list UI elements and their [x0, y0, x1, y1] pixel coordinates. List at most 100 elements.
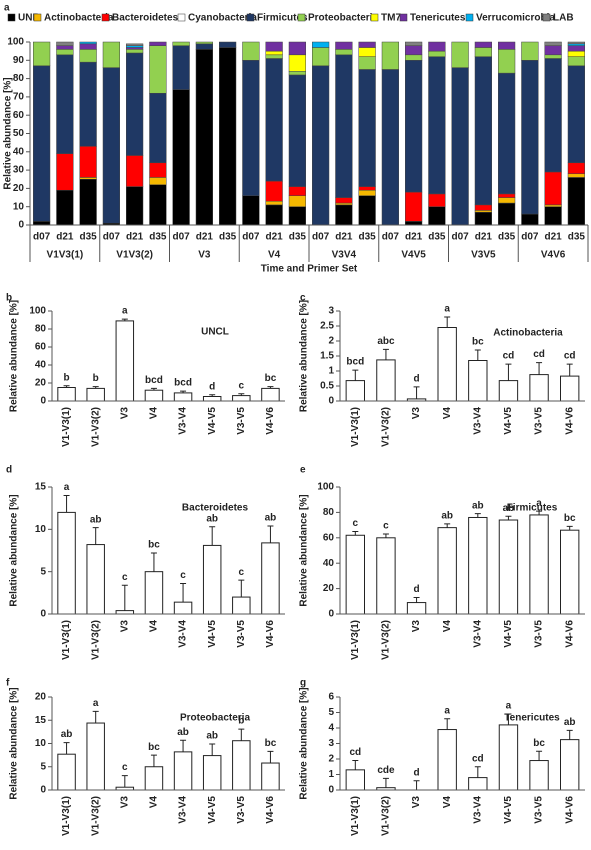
bar-segment	[102, 67, 120, 224]
x-tick-label: V4-V6	[564, 407, 575, 435]
significance-letter: c	[239, 567, 245, 578]
x-tick-label: V1-V3(2)	[90, 796, 101, 836]
error-bar	[382, 348, 389, 360]
bar-segment	[219, 41, 237, 48]
bar-segment	[56, 189, 74, 226]
significance-letter: cd	[349, 747, 361, 758]
y-tick-label: 100	[317, 482, 334, 493]
error-bar	[209, 743, 216, 756]
bar-segment	[172, 89, 190, 226]
x-tick-label: d07	[452, 232, 470, 243]
x-tick-label: V4	[149, 407, 160, 420]
error-bar	[121, 584, 128, 611]
error-bar	[180, 583, 187, 603]
error-bar	[352, 760, 359, 770]
bar-segment	[79, 179, 97, 226]
bar	[86, 387, 105, 402]
bar-segment	[126, 49, 144, 54]
bar	[529, 374, 549, 402]
x-tick-label: d21	[56, 232, 74, 243]
bar-segment	[265, 41, 283, 52]
y-axis-title: Relative abundance [%]	[9, 494, 20, 606]
bar-segment	[242, 60, 260, 196]
bar-segment	[33, 221, 51, 226]
bar-segment	[405, 45, 423, 56]
legend-swatch	[7, 13, 16, 22]
bar-segment	[242, 41, 260, 61]
y-tick-label: 100	[7, 37, 24, 48]
error-bar	[92, 527, 99, 545]
y-tick-label: 2	[328, 336, 334, 347]
bar-segment	[265, 58, 283, 182]
significance-letter: c	[122, 762, 128, 773]
panel-label: b	[6, 293, 12, 304]
bar	[498, 519, 519, 615]
bar-segment	[521, 213, 539, 226]
significance-letter: ab	[472, 500, 484, 511]
bar-segment	[498, 49, 516, 74]
bar-segment	[172, 45, 190, 90]
x-tick-label: V1-V3(2)	[381, 620, 392, 660]
bar-segment	[149, 184, 167, 226]
x-tick-label: d07	[173, 232, 191, 243]
x-tick-label: V1-V3(1)	[350, 407, 361, 447]
panel-title: Actinobacteria	[493, 328, 563, 339]
error-bar	[352, 369, 359, 381]
bar-segment	[405, 54, 423, 61]
bar-segment	[358, 189, 376, 196]
bar-segment	[288, 195, 306, 207]
panel-title: Proteobacteria	[180, 713, 250, 724]
bar	[144, 389, 164, 402]
bar-segment	[149, 162, 167, 178]
y-tick-label: 10	[35, 738, 47, 749]
bar	[57, 387, 76, 402]
error-bar	[566, 363, 573, 377]
panel-label: f	[6, 678, 10, 689]
error-bar	[505, 363, 512, 381]
error-bar	[382, 533, 389, 538]
bar	[437, 327, 457, 402]
y-tick-label: 30	[13, 165, 25, 176]
group-label: V3V4	[332, 250, 357, 261]
bar-segment	[521, 41, 539, 61]
bar	[261, 762, 280, 791]
bar	[529, 514, 549, 615]
panel-title: Tenericutes	[504, 713, 560, 724]
significance-letter: d	[414, 584, 420, 595]
bar-segment	[474, 47, 492, 57]
legend-swatch	[101, 13, 110, 22]
bar-segment	[312, 47, 330, 67]
legend-swatch	[370, 13, 379, 22]
bar	[376, 537, 396, 615]
bar-segment	[335, 197, 353, 204]
bar-segment	[567, 41, 585, 45]
significance-letter: bc	[265, 373, 277, 384]
bar	[529, 760, 549, 791]
bar-segment	[474, 41, 492, 48]
error-bar	[150, 754, 157, 767]
x-tick-label: d07	[382, 232, 400, 243]
significance-letter: ab	[503, 503, 515, 514]
error-bar	[474, 349, 481, 361]
panel-title: Firmicutes	[507, 503, 558, 514]
bar-segment	[405, 41, 423, 46]
x-tick-label: V3-V5	[236, 407, 247, 435]
bar	[468, 516, 488, 615]
y-tick-label: 40	[323, 558, 335, 569]
bar	[468, 777, 488, 791]
x-tick-label: d07	[242, 232, 260, 243]
x-tick-label: V3-V4	[472, 796, 483, 824]
bar-segment	[126, 52, 144, 156]
y-tick-label: 40	[35, 360, 47, 371]
bar	[345, 380, 365, 402]
x-tick-label: d35	[149, 232, 167, 243]
significance-letter: a	[506, 701, 512, 712]
y-tick-label: 4	[328, 723, 334, 734]
significance-letter: ab	[61, 729, 73, 740]
x-tick-label: d21	[335, 232, 353, 243]
bar-segment	[288, 206, 306, 226]
y-tick-label: 20	[323, 583, 335, 594]
bar-segment	[474, 211, 492, 226]
bar-segment	[567, 43, 585, 46]
